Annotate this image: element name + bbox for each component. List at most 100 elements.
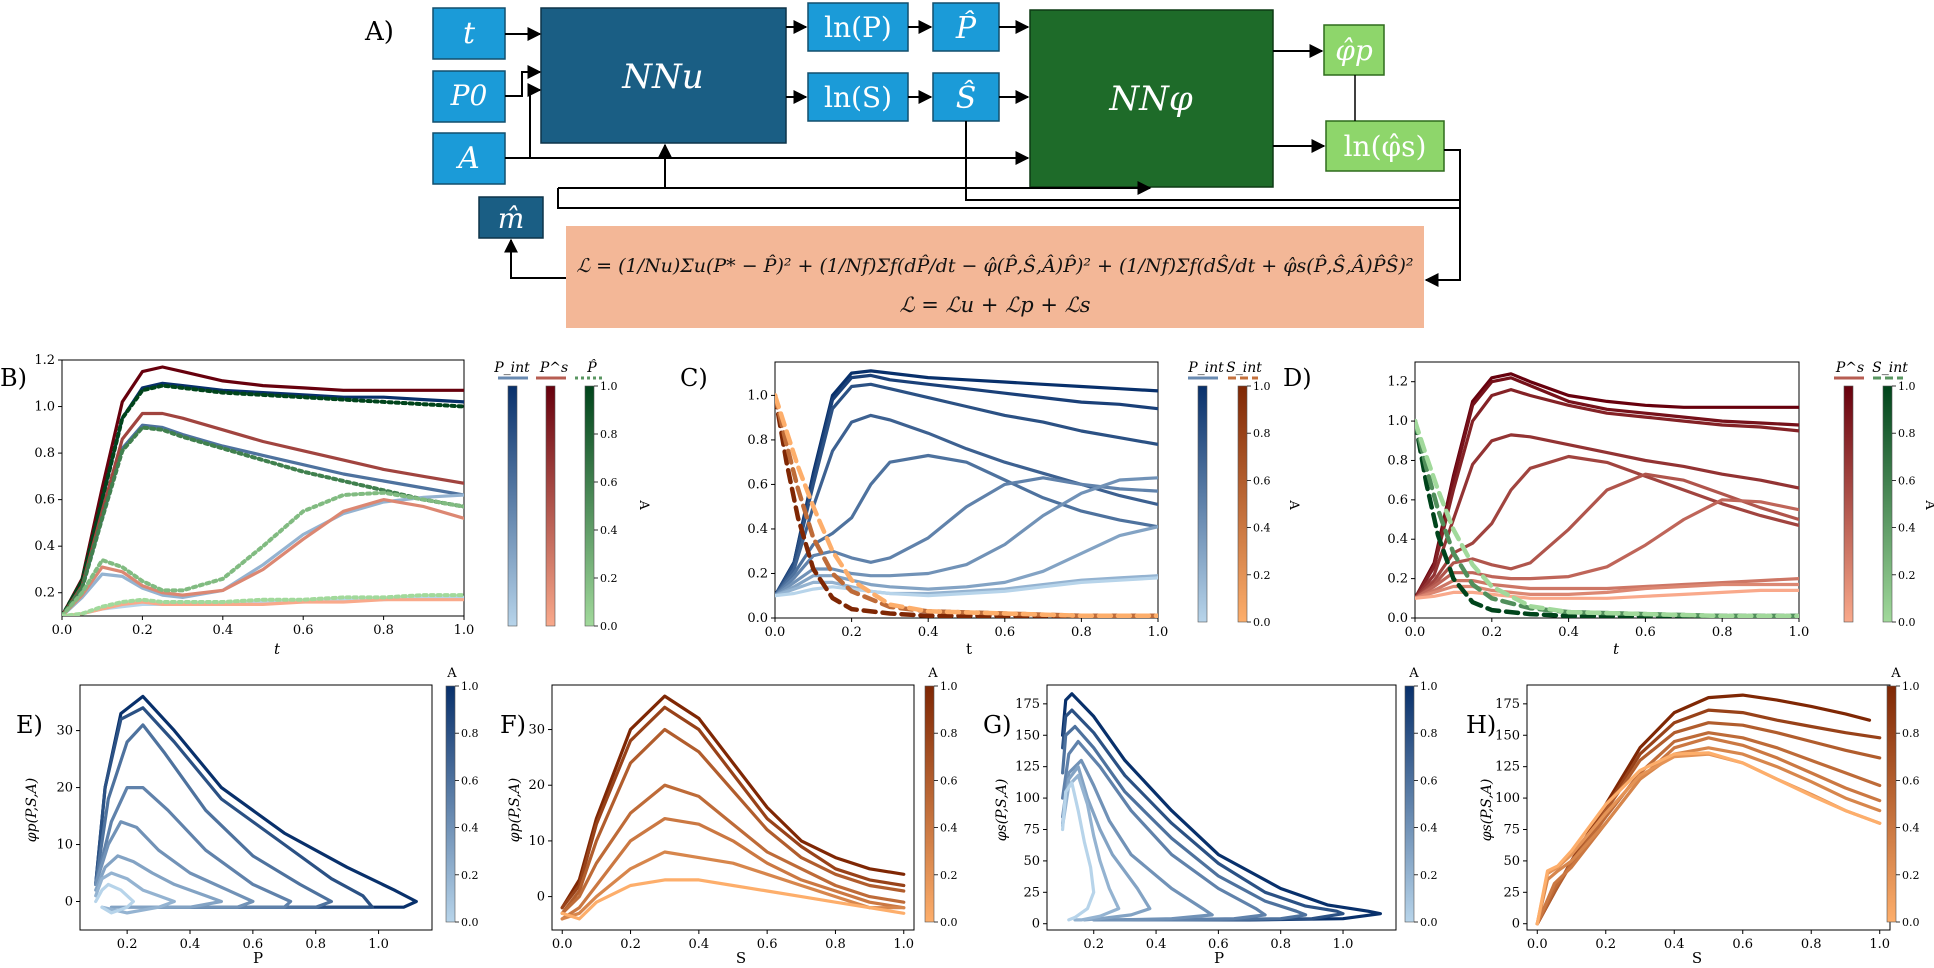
panel-label-a: A) (364, 17, 394, 47)
cbar-tick-label: 0.6 (461, 774, 479, 787)
x-tick-label: 0.0 (52, 623, 73, 638)
cbar-label-e: A (446, 666, 457, 681)
series-line-pint (775, 525, 1158, 598)
cbar-tick-label: 0.6 (1253, 474, 1271, 487)
cbar-tick-label: 0.2 (1253, 569, 1271, 582)
colorbar (445, 685, 456, 923)
x-tick-label: 0.8 (305, 937, 326, 952)
ylabel-f: φp(P,S,A) (507, 778, 523, 842)
series-line-curve (1061, 773, 1121, 922)
series-line-ps (62, 598, 464, 616)
x-tick-label: 0.0 (765, 625, 786, 640)
nn-u-label: NNu (621, 57, 703, 97)
series-group (62, 365, 464, 616)
x-tick-label: 0.8 (1712, 625, 1733, 640)
cbar-tick-label: 1.0 (600, 380, 618, 393)
series-line-curve (1535, 736, 1882, 926)
cbar-label-g: A (1408, 666, 1419, 681)
cbar-tick-label: 0.2 (1898, 569, 1916, 582)
s-hat-box (932, 72, 1000, 122)
loss-equation-2: ℒ = ℒu + ℒp + ℒs (899, 293, 1090, 317)
y-tick-label: 75 (1023, 822, 1040, 837)
cbar-tick-label: 0.8 (1898, 427, 1916, 440)
cbar-tick-label: 0.8 (940, 727, 958, 740)
y-tick-label: 1.0 (34, 400, 55, 415)
nn-u-box (540, 7, 787, 144)
series-line-ps (1415, 498, 1799, 600)
input-t-box (432, 7, 506, 60)
series-line-sint (1415, 418, 1799, 618)
x-tick-label: 0.2 (1481, 625, 1502, 640)
series-line-curve (1061, 724, 1308, 922)
nn-phi-box (1029, 9, 1274, 188)
plot-frame (1046, 684, 1397, 931)
input-t-label: t (463, 16, 476, 51)
y-tick-label: 175 (1495, 697, 1520, 712)
y-tick-label: 0.4 (1387, 532, 1408, 547)
x-tick-label: 0.6 (293, 623, 314, 638)
y-tick-label: 125 (1015, 760, 1040, 775)
series-group (775, 369, 1158, 618)
y-tick-label: 0.8 (747, 433, 768, 448)
cbar-tick-label: 0.4 (600, 524, 618, 537)
y-tick-label: 20 (528, 778, 545, 793)
y-tick-label: 0 (537, 890, 545, 905)
ln-p-label: ln(P) (824, 11, 892, 44)
p-hat-label: P̂ (955, 11, 977, 46)
cbar-tick-label: 0.2 (940, 869, 958, 882)
cbar-tick-label: 0.8 (1902, 727, 1920, 740)
series-line-p (62, 425, 464, 616)
y-tick-label: 125 (1495, 760, 1520, 775)
ylabel-h: φs(P,S,A) (1479, 779, 1495, 842)
panel-label-d: D) (1283, 364, 1312, 392)
x-tick-label: 0.2 (620, 937, 641, 952)
y-tick-label: 100 (1495, 791, 1520, 806)
m-hat-label: m̂ (498, 202, 525, 235)
cbar-tick-label: 1.0 (940, 680, 958, 693)
ln-phi-s-label: ln(φ̂s) (1344, 130, 1427, 163)
y-tick-label: 75 (1503, 822, 1520, 837)
series-line-pint (775, 382, 1158, 598)
xlabel-b: t (274, 640, 281, 658)
series-line-curve (94, 820, 255, 909)
x-tick-label: 0.8 (1801, 937, 1822, 952)
cbar-label-b: A (636, 499, 651, 510)
panel-label-f: F) (500, 711, 526, 739)
cbar-label-d: A (1922, 499, 1934, 510)
y-tick-label: 0.4 (34, 539, 55, 554)
x-tick-label: 0.2 (1083, 937, 1104, 952)
cbar-tick-label: 0.2 (1902, 869, 1920, 882)
panel-e: 0.2 0.4 0.6 0.8 1.0 0 10 20 30 0.0 0.2 0.4 0.6 0.8 1.0 (56, 680, 478, 952)
colorbar (584, 385, 595, 627)
diagram-a: A) t P0 A NNu ln(P) ln(S) P̂ Ŝ NNφ φ̂p l… (364, 2, 1461, 328)
colorbar (507, 385, 518, 627)
series-line-p (62, 490, 464, 616)
panel-label-b: B) (0, 364, 27, 392)
y-tick-label: 0.6 (1387, 493, 1408, 508)
loss-box (566, 226, 1424, 328)
plot-frame (61, 359, 465, 617)
cbar-tick-label: 1.0 (1898, 380, 1916, 393)
cbar-tick-label: 0.8 (1420, 727, 1438, 740)
panel-label-c: C) (680, 364, 708, 392)
panel-c: 0.0 0.2 0.4 0.6 0.8 1.0 0.0 0.2 0.4 0.6 0.8 1.0 0.0 0… (747, 361, 1271, 640)
x-tick-label: 0.4 (180, 937, 201, 952)
series-group (1061, 692, 1382, 922)
legend-d-sint: S_int (1872, 360, 1908, 376)
x-tick-label: 0.4 (1664, 937, 1685, 952)
plots-layer: 0.0 0.2 0.4 0.6 0.8 1.00.20.40.60.81.01.20.00… (34, 353, 1919, 952)
xlabel-g: P (1214, 949, 1224, 967)
colorbar (1404, 685, 1415, 923)
cbar-tick-label: 0.0 (600, 620, 618, 633)
y-tick-label: 1.0 (747, 388, 768, 403)
x-tick-label: 0.8 (1071, 625, 1092, 640)
series-line-sint (775, 393, 1158, 618)
y-tick-label: 0 (1512, 917, 1520, 932)
y-tick-label: 0.4 (747, 522, 768, 537)
cbar-tick-label: 0.6 (600, 476, 618, 489)
xlabel-h: S (1692, 949, 1702, 967)
cbar-tick-label: 0.4 (1898, 522, 1916, 535)
series-group (94, 694, 418, 915)
y-tick-label: 0.2 (1387, 572, 1408, 587)
